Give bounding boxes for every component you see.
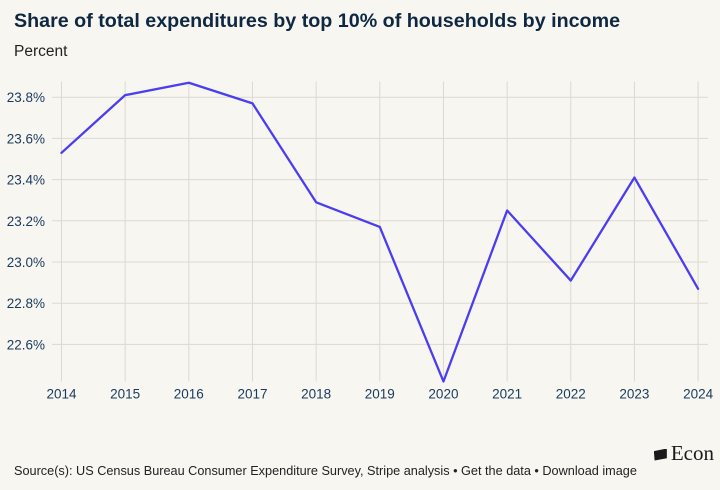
svg-text:2022: 2022 <box>556 387 586 402</box>
svg-text:23.2%: 23.2% <box>7 214 45 229</box>
svg-text:2024: 2024 <box>683 387 714 402</box>
svg-text:23.4%: 23.4% <box>7 173 45 188</box>
svg-text:2021: 2021 <box>492 387 522 402</box>
svg-text:2015: 2015 <box>110 387 140 402</box>
svg-text:23.8%: 23.8% <box>7 90 45 105</box>
svg-text:23.6%: 23.6% <box>7 131 45 146</box>
svg-text:2023: 2023 <box>619 387 649 402</box>
svg-text:2014: 2014 <box>46 387 77 402</box>
svg-text:2017: 2017 <box>237 387 267 402</box>
svg-text:23.0%: 23.0% <box>7 255 45 270</box>
svg-text:2016: 2016 <box>174 387 204 402</box>
svg-text:22.6%: 22.6% <box>7 337 45 352</box>
svg-text:22.8%: 22.8% <box>7 296 45 311</box>
svg-text:2019: 2019 <box>365 387 395 402</box>
svg-text:2018: 2018 <box>301 387 331 402</box>
svg-text:2020: 2020 <box>428 387 458 402</box>
